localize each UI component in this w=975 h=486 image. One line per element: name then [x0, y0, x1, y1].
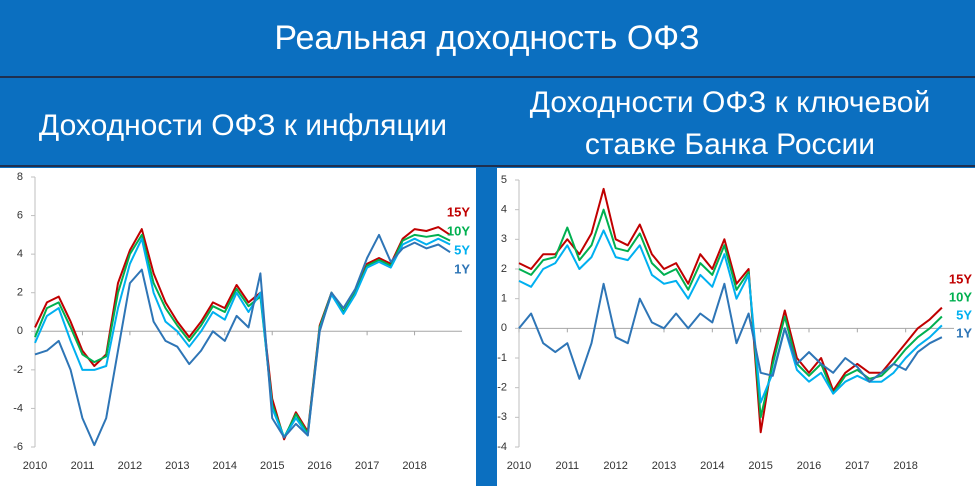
legend-label: 1Y	[956, 325, 972, 340]
x-tick-label: 2015	[748, 460, 772, 472]
x-tick-label: 2014	[213, 460, 237, 472]
y-tick-label: 2	[501, 263, 507, 275]
y-tick-label: 2	[17, 287, 23, 299]
y-tick-label: -2	[13, 364, 23, 376]
x-tick-label: 2010	[507, 460, 531, 472]
legend-label: 5Y	[454, 242, 470, 257]
x-tick-label: 2013	[165, 460, 189, 472]
y-tick-label: -2	[497, 382, 507, 394]
y-tick-label: -4	[497, 441, 507, 453]
y-tick-label: -1	[497, 352, 507, 364]
legend-label: 1Y	[454, 261, 470, 276]
series-line	[518, 282, 943, 383]
legend-label: 15Y	[949, 271, 972, 286]
chart-title: ставке Банка России	[585, 128, 875, 161]
legend-label: 15Y	[447, 204, 470, 219]
y-tick-label: -4	[13, 402, 23, 414]
series-line	[518, 187, 943, 434]
legend-label: 10Y	[949, 289, 972, 304]
x-tick-label: 2018	[893, 460, 917, 472]
chart-title: Доходности ОФЗ к инфляции	[39, 109, 447, 142]
y-tick-label: 8	[17, 171, 23, 183]
chart-panel	[0, 168, 476, 486]
y-tick-label: 4	[501, 204, 507, 216]
series-line	[518, 229, 943, 404]
legend-label: 10Y	[447, 223, 470, 238]
x-tick-label: 2016	[797, 460, 821, 472]
y-tick-label: 0	[17, 325, 23, 337]
series-line	[34, 233, 451, 447]
series-line	[518, 208, 943, 419]
x-tick-label: 2011	[556, 460, 580, 472]
x-tick-label: 2017	[355, 460, 379, 472]
x-tick-label: 2017	[845, 460, 869, 472]
y-tick-label: 6	[17, 209, 23, 221]
y-tick-label: -3	[497, 411, 507, 423]
x-tick-label: 2015	[260, 460, 284, 472]
x-tick-label: 2011	[71, 460, 95, 472]
y-tick-label: 5	[501, 174, 507, 186]
series-line	[34, 233, 451, 439]
y-tick-label: -6	[13, 441, 23, 453]
chart-panel	[497, 168, 975, 486]
y-tick-label: 1	[501, 293, 507, 305]
x-tick-label: 2018	[402, 460, 426, 472]
legend-label: 5Y	[956, 307, 972, 322]
x-tick-label: 2013	[652, 460, 676, 472]
series-line	[34, 237, 451, 439]
x-tick-label: 2016	[307, 460, 331, 472]
x-tick-label: 2010	[23, 460, 47, 472]
y-tick-label: 0	[501, 322, 507, 334]
page-title: Реальная доходность ОФЗ	[274, 19, 699, 57]
y-tick-label: 3	[501, 233, 507, 245]
x-tick-label: 2014	[700, 460, 724, 472]
x-tick-label: 2012	[603, 460, 627, 472]
x-tick-label: 2012	[118, 460, 142, 472]
chart-title: Доходности ОФЗ к ключевой	[530, 86, 931, 119]
y-tick-label: 4	[17, 248, 23, 260]
